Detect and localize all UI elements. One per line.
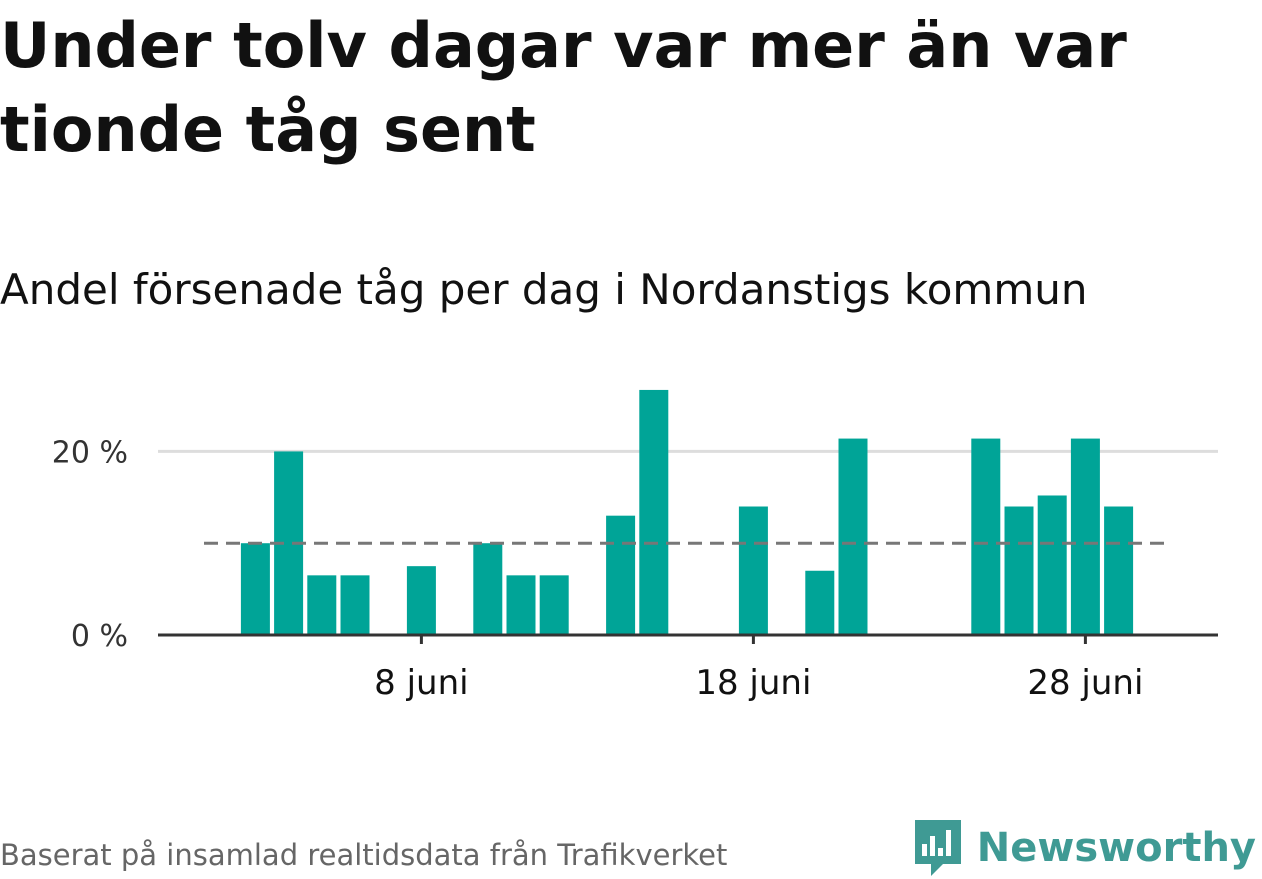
bar	[838, 438, 868, 635]
x-tick-label: 28 juni	[1027, 663, 1143, 703]
chart-title: Under tolv dagar var mer än var tionde t…	[0, 9, 1127, 166]
bar	[971, 438, 1001, 635]
bar	[805, 570, 835, 635]
bar	[738, 506, 768, 635]
bar	[406, 566, 436, 635]
bar	[1037, 495, 1067, 635]
bar	[473, 543, 503, 635]
bar	[1070, 438, 1100, 635]
newsworthy-logo-icon	[914, 820, 961, 876]
bar	[340, 575, 370, 635]
bar	[539, 575, 569, 635]
bar-chart: 0 % 20 % 8 juni 18 juni 28 juni	[52, 389, 1218, 703]
bar	[1104, 506, 1134, 635]
x-tick-label: 18 juni	[695, 663, 811, 703]
bars-layer	[240, 389, 1134, 635]
bar	[639, 389, 669, 635]
axis-layer: 0 % 20 % 8 juni 18 juni 28 juni	[52, 435, 1218, 703]
bar	[1004, 506, 1034, 635]
bar	[606, 515, 636, 635]
bar	[240, 543, 270, 635]
source-note: Baserat på insamlad realtidsdata från Tr…	[0, 838, 728, 872]
y-tick-label: 0 %	[71, 619, 128, 654]
bar	[506, 575, 536, 635]
brand-logo[interactable]: Newsworthy	[913, 818, 1256, 878]
y-tick-label: 20 %	[52, 435, 128, 470]
chart-subtitle: Andel försenade tåg per dag i Nordanstig…	[0, 265, 1088, 314]
x-tick-label: 8 juni	[374, 663, 468, 703]
brand-name: Newsworthy	[976, 825, 1256, 871]
bar	[307, 575, 337, 635]
